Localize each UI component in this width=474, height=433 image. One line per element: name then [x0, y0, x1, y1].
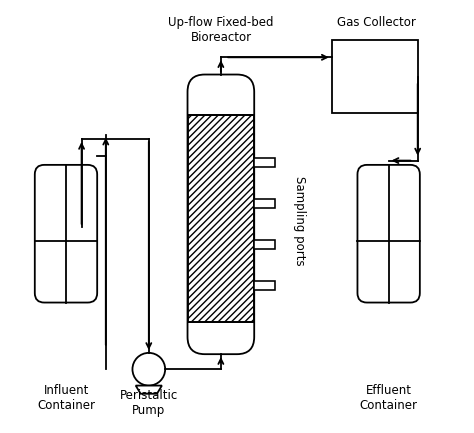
Bar	[332, 40, 418, 113]
Text: Influent
Container: Influent Container	[37, 384, 95, 412]
Bar	[188, 116, 254, 322]
Text: Sampling ports: Sampling ports	[293, 176, 306, 265]
Bar	[254, 158, 275, 168]
Text: Effluent
Container: Effluent Container	[360, 384, 418, 412]
Text: Up-flow Fixed-bed
Bioreactor: Up-flow Fixed-bed Bioreactor	[168, 16, 274, 45]
Polygon shape	[136, 385, 162, 394]
Bar	[254, 199, 275, 208]
Bar	[254, 240, 275, 249]
Text: Peristaltic
Pump: Peristaltic Pump	[119, 388, 178, 417]
Bar	[254, 281, 275, 290]
Text: Gas Collector: Gas Collector	[337, 16, 416, 29]
Circle shape	[132, 353, 165, 385]
